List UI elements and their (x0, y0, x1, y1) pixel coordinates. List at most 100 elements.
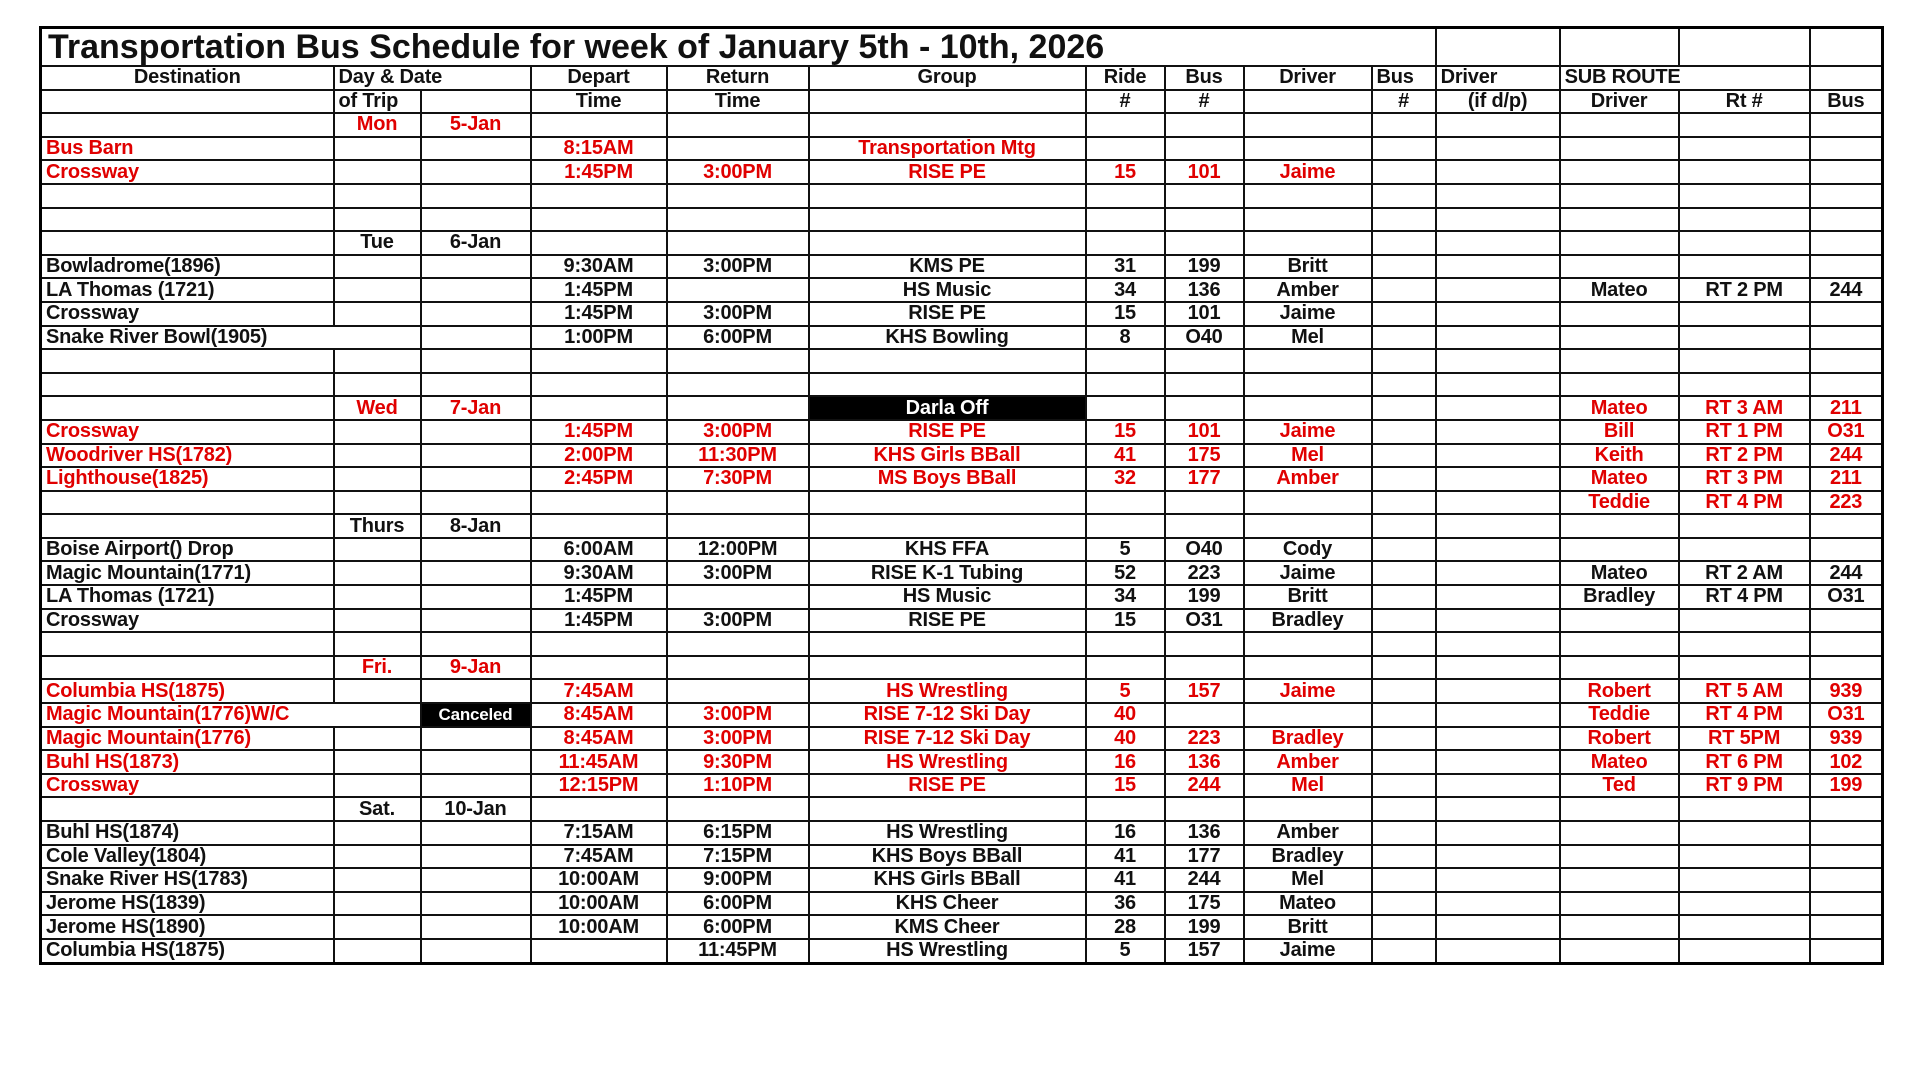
cell-driver-dp (1434, 867, 1561, 893)
cell-bus-number (1163, 395, 1245, 421)
cell-destination (39, 348, 335, 374)
cell-sub-route-number (1677, 820, 1811, 846)
cell-return-time: 3:00PM (665, 253, 810, 280)
cell-destination (39, 654, 335, 681)
cell-driver-dp (1434, 914, 1561, 940)
cell-ride-number: 40 (1084, 702, 1166, 728)
cell-group: RISE PE (807, 607, 1087, 634)
cell-bus-number: 157 (1163, 937, 1245, 965)
cell-bus-no (1370, 560, 1437, 587)
cell-driver (1242, 206, 1373, 233)
cell-date (419, 560, 532, 587)
cell-date (419, 253, 532, 280)
cell-group: RISE 7-12 Ski Day (807, 725, 1087, 752)
cell-date: 10-Jan (419, 796, 532, 822)
cell-destination: Columbia HS(1875) (39, 937, 335, 965)
cell-sub-bus (1808, 796, 1884, 822)
cell-driver (1242, 513, 1373, 539)
cell-return-time (665, 513, 810, 539)
cell-date: 8-Jan (419, 513, 532, 539)
cell-return-time: 6:15PM (665, 820, 810, 846)
cell-group: HS Wrestling (807, 749, 1087, 775)
cell-bus-no (1370, 654, 1437, 681)
cell-date: 7-Jan (419, 395, 532, 421)
cell-depart-time (529, 371, 668, 398)
cell-driver: Cody (1242, 536, 1373, 563)
cell-day (332, 277, 422, 303)
cell-depart-time (529, 230, 668, 256)
table-row: Mon 5-Jan (39, 112, 1884, 138)
cell-bus-no (1370, 230, 1437, 256)
cell-return-time: 6:00PM (665, 890, 810, 917)
cell-group: KHS FFA (807, 536, 1087, 563)
cell-group: KMS Cheer (807, 914, 1087, 940)
cell-date (419, 631, 532, 657)
table-row (39, 182, 1884, 209)
cell-destination (39, 796, 335, 822)
header-ride-no: # (1084, 88, 1166, 115)
header-row-2: of Trip Time Time # # # (if d/p) Driver … (39, 88, 1884, 115)
cell-return-time: 6:00PM (665, 914, 810, 940)
table-row (39, 631, 1884, 657)
empty-cell (1558, 26, 1680, 67)
cell-driver-dp (1434, 654, 1561, 681)
cell-group (807, 182, 1087, 209)
cell-sub-bus (1808, 253, 1884, 280)
cell-bus-number: 136 (1163, 820, 1245, 846)
cell-depart-time: 11:45AM (529, 749, 668, 775)
cell-bus-number: 101 (1163, 159, 1245, 185)
cell-sub-route-number (1677, 253, 1811, 280)
cell-group: HS Wrestling (807, 937, 1087, 965)
cell-bus-no (1370, 135, 1437, 162)
cell-driver (1242, 182, 1373, 209)
cell-destination (39, 489, 335, 516)
cell-bus-no (1370, 489, 1437, 516)
cell-bus-number: 199 (1163, 584, 1245, 610)
cell-sub-route-number (1677, 607, 1811, 634)
cell-driver (1242, 230, 1373, 256)
cell-driver-dp (1434, 843, 1561, 870)
header-group: Group (807, 65, 1087, 91)
cell-depart-time (529, 206, 668, 233)
cell-date (419, 678, 532, 705)
cell-sub-bus: 244 (1808, 560, 1884, 587)
cell-bus-no (1370, 418, 1437, 445)
cell-ride-number (1084, 395, 1166, 421)
cell-group (807, 348, 1087, 374)
cell-group: HS Music (807, 277, 1087, 303)
cell-date (419, 584, 532, 610)
cell-ride-number (1084, 796, 1166, 822)
cell-day (332, 442, 422, 469)
cell-return-time: 3:00PM (665, 702, 810, 728)
cell-sub-driver (1558, 230, 1680, 256)
cell-ride-number: 16 (1084, 749, 1166, 775)
cell-destination: Jerome HS(1890) (39, 914, 335, 940)
table-row: LA Thomas (1721) 1:45PM HS Music 34 199 Britt… (39, 584, 1884, 610)
cell-day (332, 890, 422, 917)
cell-bus-no (1370, 725, 1437, 752)
cell-destination: Magic Mountain(1771) (39, 560, 335, 587)
cell-sub-route-number: RT 5PM (1677, 725, 1811, 752)
cell-depart-time: 1:00PM (529, 324, 668, 351)
cell-bus-no (1370, 678, 1437, 705)
cell-return-time: 3:00PM (665, 418, 810, 445)
cell-driver: Bradley (1242, 843, 1373, 870)
cell-driver-dp (1434, 725, 1561, 752)
cell-sub-driver (1558, 536, 1680, 563)
cell-bus-no (1370, 914, 1437, 940)
cell-bus-number (1163, 371, 1245, 398)
table-row: Tue 6-Jan (39, 230, 1884, 256)
cell-ride-number: 36 (1084, 890, 1166, 917)
header-bus-no: # (1163, 88, 1245, 115)
cell-group (807, 206, 1087, 233)
cell-sub-route-number (1677, 914, 1811, 940)
cell-driver-dp (1434, 678, 1561, 705)
cell-bus-number: 101 (1163, 300, 1245, 327)
cell-group: RISE PE (807, 159, 1087, 185)
cell-group: RISE 7-12 Ski Day (807, 702, 1087, 728)
cell-sub-route-number: RT 2 PM (1677, 442, 1811, 469)
cell-day (332, 182, 422, 209)
cell-ride-number: 52 (1084, 560, 1166, 587)
cell-depart-time: 9:30AM (529, 560, 668, 587)
cell-depart-time: 1:45PM (529, 159, 668, 185)
